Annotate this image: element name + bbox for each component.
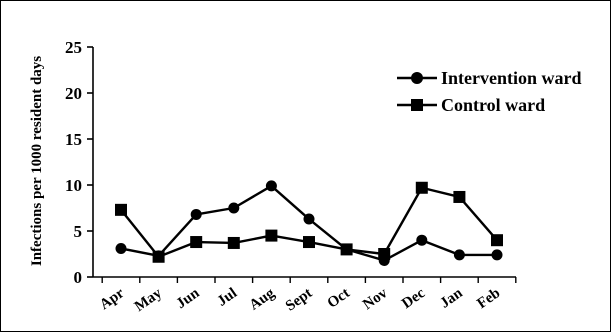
y-tick-label: 5 [74,222,83,241]
x-tick-label: Sept [283,285,315,314]
x-tick-label: May [132,285,165,315]
legend: Intervention ward Control ward [397,68,582,115]
y-tick-label: 10 [65,176,82,195]
y-axis-label: Infections per 1000 resident days [29,56,45,266]
y-tick-label: 0 [74,268,83,287]
data-point [115,203,127,216]
legend-marker [411,72,423,84]
data-point [265,180,277,192]
data-point [190,208,202,220]
x-tick-label: Jul [215,285,241,310]
data-point [303,213,315,225]
data-point [228,202,240,214]
series-control-ward [115,181,503,263]
y-tick-label: 15 [65,130,82,149]
x-tick-label: Feb [474,285,503,312]
data-point [265,229,278,242]
data-point [453,249,465,261]
x-tick-label: Jun [174,285,204,312]
y-tick-label: 20 [65,84,82,103]
legend-item: Control ward [397,95,545,115]
x-tick-label: Aug [247,285,278,314]
data-point [303,236,315,249]
data-point [491,249,503,261]
data-point [415,181,428,194]
data-point [491,234,503,247]
x-tick-label: Nov [360,285,391,313]
legend-label: Intervention ward [441,68,582,88]
data-point [378,248,391,260]
x-tick-label: Dec [399,285,428,312]
data-point [190,236,203,249]
data-point [453,190,466,203]
legend-item: Intervention ward [397,68,582,88]
y-tick-label: 25 [65,38,82,57]
x-tick-label: Jan [437,285,466,312]
data-point [340,243,353,256]
x-tick-label: Apr [97,285,128,313]
data-point [115,242,127,254]
data-point [152,250,165,263]
x-tick-label: Oct [325,285,353,311]
legend-marker [411,99,423,111]
data-point [227,236,240,249]
legend-label: Control ward [441,95,545,115]
data-point [416,234,428,246]
